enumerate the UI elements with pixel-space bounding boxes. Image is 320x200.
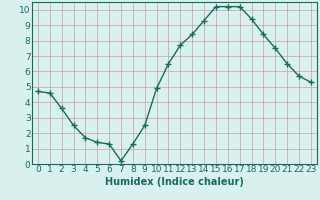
X-axis label: Humidex (Indice chaleur): Humidex (Indice chaleur) — [105, 177, 244, 187]
